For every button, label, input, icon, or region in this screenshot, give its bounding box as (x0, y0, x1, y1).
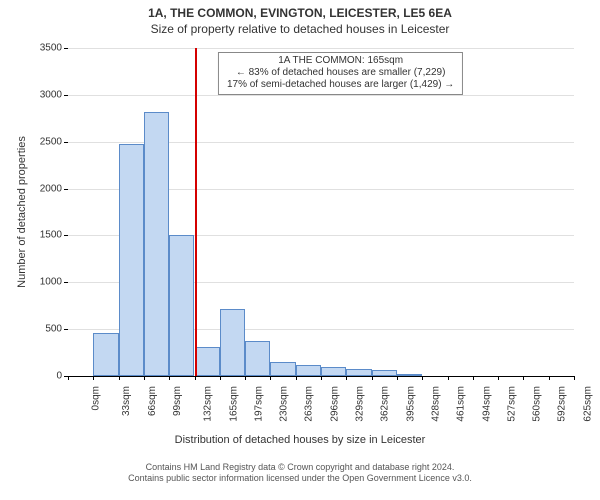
histogram-bar (245, 341, 270, 376)
x-tick-label: 395sqm (405, 386, 416, 422)
x-tick (574, 376, 575, 380)
x-tick (119, 376, 120, 380)
x-tick-label: 461sqm (456, 386, 467, 422)
y-axis-title: Number of detached properties (16, 48, 28, 376)
x-tick-label: 494sqm (481, 386, 492, 422)
x-tick-label: 132sqm (203, 386, 214, 422)
x-tick-label: 625sqm (582, 386, 593, 422)
x-tick-label: 560sqm (532, 386, 543, 422)
histogram-bar (321, 367, 346, 376)
y-tick-label: 500 (45, 324, 68, 335)
x-tick-label: 230sqm (279, 386, 290, 422)
x-tick (296, 376, 297, 380)
y-tick-label: 2000 (40, 183, 68, 194)
info-line-larger: 17% of semi-detached houses are larger (… (227, 79, 454, 91)
x-tick-label: 66sqm (147, 386, 158, 416)
x-tick (473, 376, 474, 380)
histogram-bar (346, 369, 371, 376)
y-tick-label: 3500 (40, 43, 68, 54)
x-tick (321, 376, 322, 380)
x-tick-label: 592sqm (557, 386, 568, 422)
x-axis-title: Distribution of detached houses by size … (0, 434, 600, 446)
histogram-bar (144, 112, 169, 376)
page-title: 1A, THE COMMON, EVINGTON, LEICESTER, LE5… (0, 6, 600, 20)
x-tick (169, 376, 170, 380)
histogram-bar (195, 347, 220, 376)
x-tick-label: 527sqm (506, 386, 517, 422)
x-tick-label: 33sqm (121, 386, 132, 416)
x-tick (195, 376, 196, 380)
x-tick-label: 263sqm (304, 386, 315, 422)
histogram-bar (296, 365, 321, 376)
histogram-bar (220, 309, 245, 376)
x-tick (523, 376, 524, 380)
x-tick-label: 296sqm (329, 386, 340, 422)
x-tick (270, 376, 271, 380)
x-tick (68, 376, 69, 380)
x-tick (245, 376, 246, 380)
page-subtitle: Size of property relative to detached ho… (0, 22, 600, 36)
x-tick-label: 329sqm (355, 386, 366, 422)
x-tick (220, 376, 221, 380)
attribution-line-1: Contains HM Land Registry data © Crown c… (0, 462, 600, 473)
x-tick (346, 376, 347, 380)
x-tick (372, 376, 373, 380)
x-tick-label: 0sqm (90, 386, 101, 410)
x-tick (144, 376, 145, 380)
attribution: Contains HM Land Registry data © Crown c… (0, 462, 600, 485)
histogram-plot: 1A THE COMMON: 165sqm ← 83% of detached … (68, 48, 574, 377)
info-line-smaller: ← 83% of detached houses are smaller (7,… (227, 67, 454, 79)
x-tick (93, 376, 94, 380)
histogram-bar (270, 362, 295, 376)
x-tick (498, 376, 499, 380)
histogram-bar (372, 370, 397, 376)
x-tick-label: 197sqm (253, 386, 264, 422)
attribution-line-2: Contains public sector information licen… (0, 473, 600, 484)
histogram-bar (119, 144, 144, 376)
x-tick (549, 376, 550, 380)
x-tick-label: 428sqm (430, 386, 441, 422)
y-tick-label: 3000 (40, 89, 68, 100)
grid-line (68, 48, 574, 49)
histogram-bar (169, 235, 194, 376)
x-tick-label: 362sqm (380, 386, 391, 422)
x-tick (448, 376, 449, 380)
x-tick (397, 376, 398, 380)
reference-line (195, 48, 197, 376)
x-tick-label: 165sqm (228, 386, 239, 422)
info-line-property: 1A THE COMMON: 165sqm (227, 55, 454, 67)
histogram-bar (397, 374, 422, 376)
x-tick-label: 99sqm (172, 386, 183, 416)
info-callout-box: 1A THE COMMON: 165sqm ← 83% of detached … (218, 52, 463, 95)
y-tick-label: 1500 (40, 230, 68, 241)
x-tick (422, 376, 423, 380)
y-tick-label: 1000 (40, 277, 68, 288)
y-tick-label: 2500 (40, 136, 68, 147)
y-tick-label: 0 (56, 371, 68, 382)
histogram-bar (93, 333, 118, 376)
